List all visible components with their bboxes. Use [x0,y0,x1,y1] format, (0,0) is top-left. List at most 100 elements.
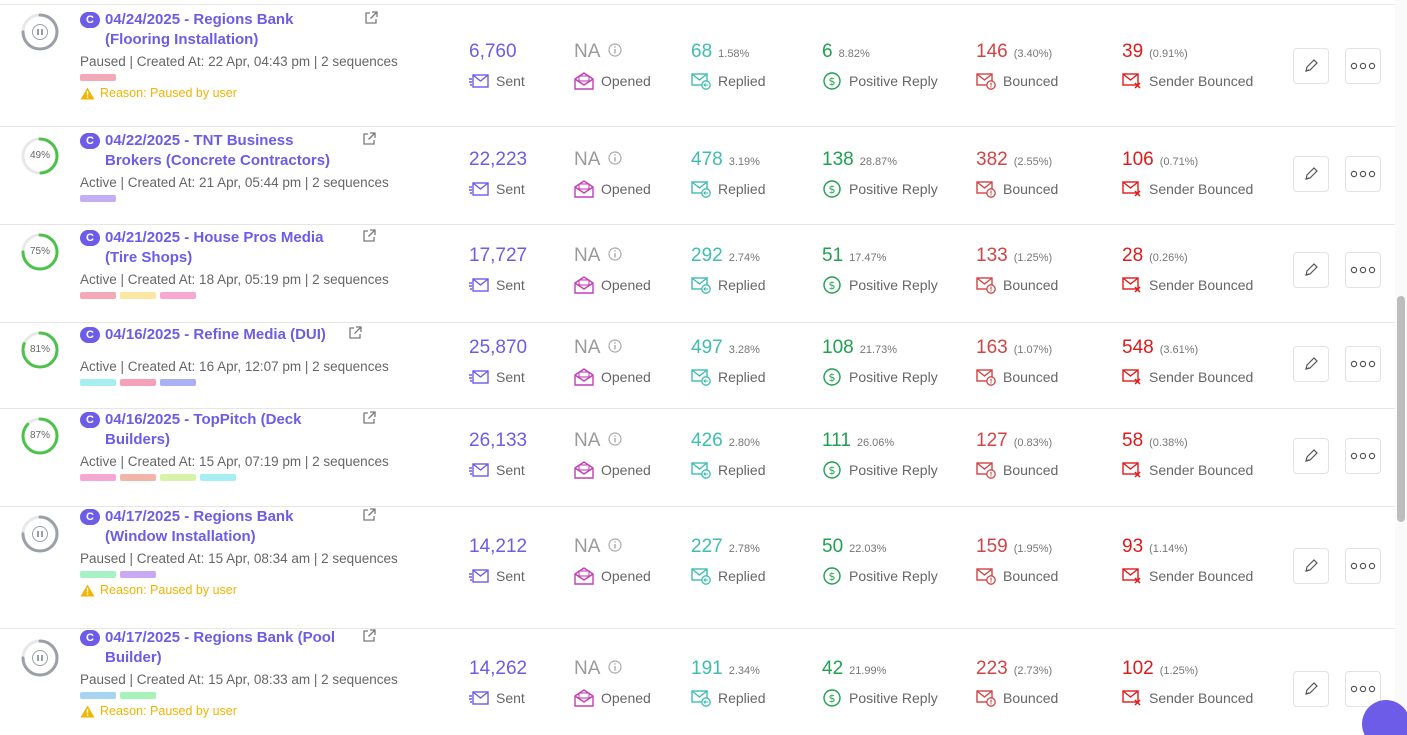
campaign-title-line2[interactable]: Builders) [105,431,171,448]
progress-ring: 87% [20,416,60,456]
more-options-button[interactable] [1345,252,1381,288]
info-icon[interactable] [608,43,623,57]
campaign-tag[interactable] [120,474,156,481]
campaign-title-line2[interactable]: (Tire Shops) [105,249,193,266]
bounced-count: 133 [976,245,1008,266]
sent-mail-icon [469,278,489,292]
campaign-title-line1[interactable]: 04/17/2025 - Regions Bank (Pool [105,629,336,646]
external-link-icon[interactable] [362,508,376,522]
bounced-percent: (1.25%) [1013,252,1053,264]
more-options-button[interactable] [1345,156,1381,192]
edit-button[interactable] [1293,548,1329,584]
external-link-icon[interactable] [362,629,376,643]
campaign-title-line1[interactable]: 04/16/2025 - Refine Media (DUI) [105,326,326,343]
external-link-icon[interactable] [364,11,378,25]
dollar-icon: $ [823,368,841,386]
progress-label: 81% [29,344,50,355]
campaign-tag[interactable] [120,692,156,699]
metric-replied: 478 3.19% Replied [691,149,765,198]
campaign-title-line1[interactable]: 04/22/2025 - TNT Business [105,132,294,149]
campaign-title-line1[interactable]: 04/21/2025 - House Pros Media [105,229,324,246]
edit-button[interactable] [1293,671,1329,707]
more-dots-icon [1350,360,1376,368]
progress-ring [20,514,60,554]
external-link-icon[interactable] [362,132,376,146]
campaign-tag[interactable] [200,474,236,481]
bounced-mail-icon [976,568,996,585]
campaign-title-line2[interactable]: Brokers (Concrete Contractors) [105,152,331,169]
campaign-tag[interactable] [80,571,116,578]
campaign-title-line1[interactable]: 04/16/2025 - TopPitch (Deck [105,411,302,428]
campaign-type-badge: C [80,509,100,525]
opened-mail-icon [574,368,594,386]
edit-button[interactable] [1293,156,1329,192]
info-icon[interactable] [608,660,623,674]
campaign-tag[interactable] [160,379,196,386]
more-options-button[interactable] [1345,548,1381,584]
info-icon[interactable] [608,432,623,446]
sent-count: 14,262 [469,658,528,679]
edit-button[interactable] [1293,48,1329,84]
campaign-tag[interactable] [80,74,116,81]
campaign-tag[interactable] [160,474,196,481]
more-options-button[interactable] [1345,346,1381,382]
campaign-title-line2[interactable]: (Window Installation) [105,528,256,545]
edit-button[interactable] [1293,346,1329,382]
campaign-tag[interactable] [80,292,116,299]
progress-ring: 81% [20,330,60,370]
external-link-icon[interactable] [362,229,376,243]
more-options-button[interactable] [1345,671,1381,707]
metric-positive-reply: 42 21.99% $ Positive Reply [822,658,938,707]
positive-count: 50 [822,536,844,557]
campaign-tags [80,379,440,386]
campaign-meta: Paused | Created At: 15 Apr, 08:34 am | … [80,551,398,566]
sender-bounced-count: 548 [1122,337,1154,358]
more-options-button[interactable] [1345,438,1381,474]
svg-text:$: $ [829,279,836,292]
positive-count: 42 [822,658,844,679]
edit-button[interactable] [1293,252,1329,288]
info-icon[interactable] [608,339,623,353]
info-icon[interactable] [608,538,623,552]
sender-bounced-count: 106 [1122,149,1154,170]
scrollbar[interactable] [1395,0,1407,735]
opened-label: Opened [601,568,651,584]
chat-launcher-button[interactable] [1362,700,1407,735]
campaign-title-line2[interactable]: Builder) [105,649,162,666]
campaign-title-line2[interactable]: (Flooring Installation) [105,31,259,48]
campaign-title[interactable]: 04/24/2025 - Regions Bank (Flooring Inst… [105,10,293,50]
campaign-tag[interactable] [120,292,156,299]
info-icon[interactable] [608,247,623,261]
campaign-title-line1[interactable]: 04/24/2025 - Regions Bank [105,11,294,28]
positive-label: Positive Reply [849,568,938,584]
campaign-tag[interactable] [120,571,156,578]
bounced-count: 146 [976,41,1008,62]
replied-count: 426 [691,430,723,451]
more-options-button[interactable] [1345,48,1381,84]
campaign-tag[interactable] [160,292,196,299]
metric-opened: NA Opened [574,149,651,198]
sender-bounced-mail-icon [1122,73,1141,89]
scrollbar-thumb[interactable] [1397,296,1405,522]
campaign-title[interactable]: 04/16/2025 - Refine Media (DUI) [105,325,326,345]
campaign-title[interactable]: 04/17/2025 - Regions Bank (Pool Builder) [105,628,335,668]
external-link-icon[interactable] [348,326,362,340]
campaign-tag[interactable] [80,474,116,481]
campaign-title-line1[interactable]: 04/17/2025 - Regions Bank [105,508,294,525]
campaign-title[interactable]: 04/16/2025 - TopPitch (Deck Builders) [105,410,301,450]
info-icon[interactable] [608,151,623,165]
campaign-title[interactable]: 04/21/2025 - House Pros Media (Tire Shop… [105,228,323,268]
campaign-title[interactable]: 04/22/2025 - TNT Business Brokers (Concr… [105,131,330,171]
external-link-icon[interactable] [362,411,376,425]
replied-percent: 2.34% [728,665,760,677]
campaign-tag[interactable] [80,195,116,202]
campaign-title[interactable]: 04/17/2025 - Regions Bank (Window Instal… [105,507,293,547]
opened-mail-icon [574,567,594,585]
more-dots-icon [1350,685,1376,693]
campaign-tag[interactable] [120,379,156,386]
replied-percent: 3.19% [728,156,760,168]
edit-button[interactable] [1293,438,1329,474]
metric-bounced: 163 (1.07%) Bounced [976,337,1058,386]
campaign-tag[interactable] [80,692,116,699]
campaign-tag[interactable] [80,379,116,386]
